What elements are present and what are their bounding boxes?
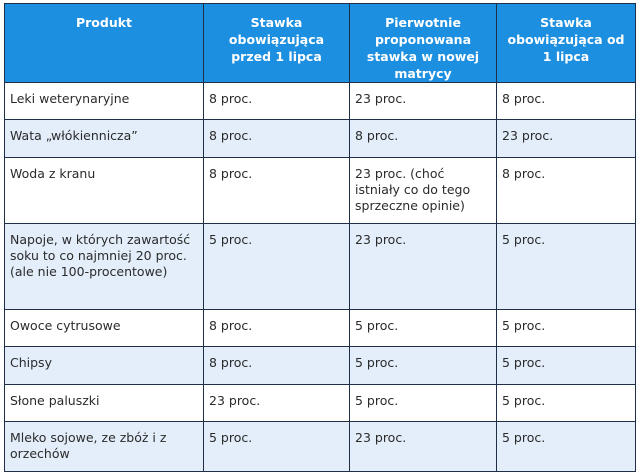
cell-rate-proposed: 5 proc. (349, 346, 497, 385)
cell-rate-after: 8 proc. (496, 81, 636, 121)
header-product: Produkt (4, 3, 204, 83)
table-row: Woda z kranu 8 proc. 23 proc. (choć istn… (4, 156, 636, 224)
cell-rate-before: 8 proc. (203, 156, 350, 224)
table-body: Leki weterynaryjne 8 proc. 23 proc. 8 pr… (4, 81, 636, 472)
table-row: Mleko sojowe, ze zbóż i z orzechów 5 pro… (4, 421, 636, 472)
cell-rate-after: 23 proc. (496, 119, 636, 158)
cell-rate-proposed: 8 proc. (349, 119, 497, 158)
cell-rate-before: 5 proc. (203, 222, 350, 310)
cell-rate-before: 5 proc. (203, 421, 350, 472)
cell-rate-after: 5 proc. (496, 421, 636, 472)
cell-rate-before: 8 proc. (203, 346, 350, 385)
cell-product: Napoje, w których zawartość soku to co n… (4, 222, 204, 310)
vat-rates-table: Produkt Stawka obowiązująca przed 1 lipc… (4, 3, 636, 472)
cell-rate-proposed: 23 proc. (choć istniały co do tego sprze… (349, 156, 497, 224)
cell-rate-after: 5 proc. (496, 222, 636, 310)
cell-rate-before: 8 proc. (203, 119, 350, 158)
table-header: Produkt Stawka obowiązująca przed 1 lipc… (4, 3, 636, 83)
cell-product: Chipsy (4, 346, 204, 385)
header-row: Produkt Stawka obowiązująca przed 1 lipc… (4, 3, 636, 83)
cell-product: Owoce cytrusowe (4, 308, 204, 348)
cell-product: Słone paluszki (4, 383, 204, 423)
cell-rate-proposed: 23 proc. (349, 222, 497, 310)
cell-rate-after: 8 proc. (496, 156, 636, 224)
cell-rate-before: 8 proc. (203, 81, 350, 121)
cell-rate-after: 5 proc. (496, 346, 636, 385)
table-row: Leki weterynaryjne 8 proc. 23 proc. 8 pr… (4, 81, 636, 121)
cell-product: Wata „włókiennicza” (4, 119, 204, 158)
table-row: Owoce cytrusowe 8 proc. 5 proc. 5 proc. (4, 308, 636, 348)
cell-rate-proposed: 23 proc. (349, 81, 497, 121)
cell-rate-after: 5 proc. (496, 308, 636, 348)
header-rate-after: Stawka obowiązująca od 1 lipca (496, 3, 636, 83)
header-rate-before: Stawka obowiązująca przed 1 lipca (203, 3, 350, 83)
header-rate-proposed: Pierwotnie proponowana stawka w nowej ma… (349, 3, 497, 83)
table-row: Słone paluszki 23 proc. 5 proc. 5 proc. (4, 383, 636, 423)
cell-rate-before: 23 proc. (203, 383, 350, 423)
cell-rate-after: 5 proc. (496, 383, 636, 423)
cell-product: Leki weterynaryjne (4, 81, 204, 121)
cell-rate-proposed: 5 proc. (349, 308, 497, 348)
table-row: Chipsy 8 proc. 5 proc. 5 proc. (4, 346, 636, 385)
cell-rate-proposed: 23 proc. (349, 421, 497, 472)
cell-product: Mleko sojowe, ze zbóż i z orzechów (4, 421, 204, 472)
cell-rate-before: 8 proc. (203, 308, 350, 348)
cell-product: Woda z kranu (4, 156, 204, 224)
cell-rate-proposed: 5 proc. (349, 383, 497, 423)
table-row: Napoje, w których zawartość soku to co n… (4, 222, 636, 310)
table-row: Wata „włókiennicza” 8 proc. 8 proc. 23 p… (4, 119, 636, 158)
